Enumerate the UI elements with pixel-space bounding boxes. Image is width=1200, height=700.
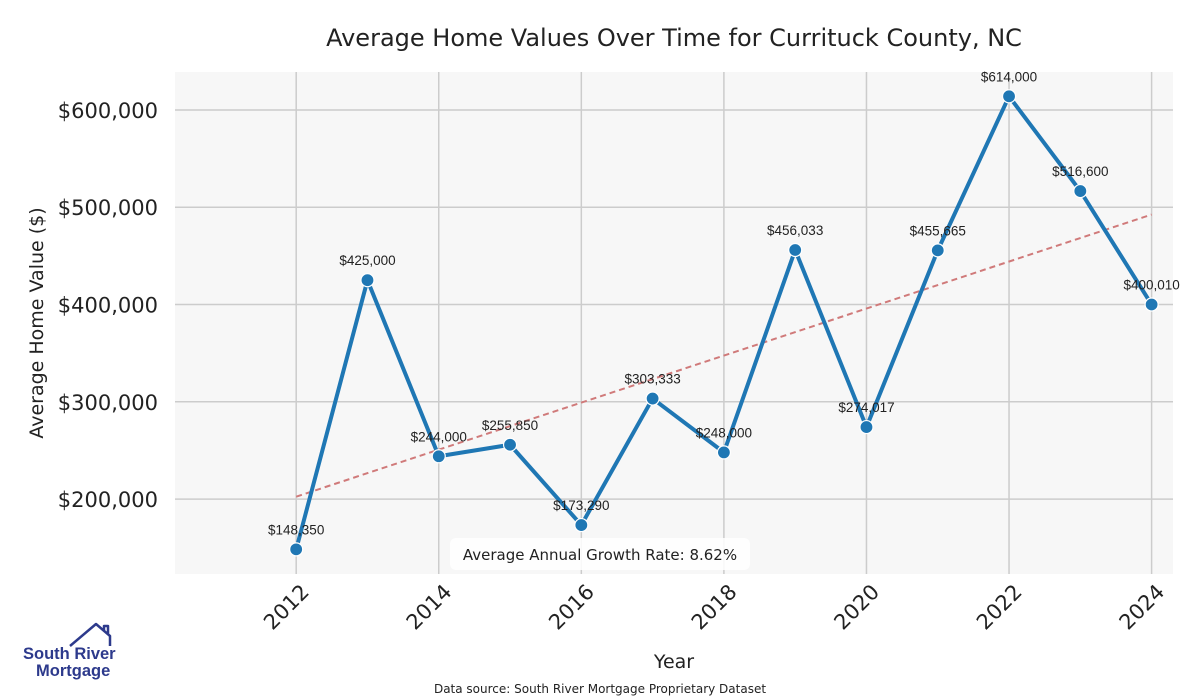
data-point — [1001, 89, 1017, 104]
x-tick-label: 2024 — [1115, 580, 1170, 635]
house-icon — [69, 622, 112, 647]
data-label: $255,850 — [482, 418, 538, 433]
y-axis-label: Average Home Value ($) — [26, 207, 48, 438]
data-point — [360, 273, 375, 288]
data-point — [502, 437, 518, 452]
svg-text:Average Annual Growth Rate: 8.: Average Annual Growth Rate: 8.62% — [463, 546, 737, 564]
logo: South River Mortgage — [23, 622, 116, 680]
data-point — [859, 419, 874, 435]
x-axis-label: Year — [653, 651, 694, 673]
data-label: $173,290 — [553, 498, 609, 513]
data-labels: $148,350 $425,000 $244,000 $255,850 $173,290… — [268, 69, 1180, 537]
data-label: $148,350 — [268, 522, 324, 537]
data-label: $400,010 — [1123, 278, 1179, 293]
x-tick-label: 2016 — [544, 580, 599, 635]
data-point — [1073, 183, 1088, 199]
data-point — [1144, 297, 1159, 312]
y-tick-label: $200,000 — [58, 488, 158, 512]
logo-line-2: Mortgage — [36, 662, 110, 680]
data-point — [645, 391, 660, 406]
logo-line-1: South River — [23, 645, 116, 663]
data-point — [930, 243, 945, 258]
data-point — [574, 517, 589, 533]
data-point — [716, 445, 732, 460]
data-label: $455,665 — [910, 223, 966, 238]
data-point — [788, 242, 803, 258]
data-label: $244,000 — [411, 429, 467, 444]
series — [289, 89, 1159, 557]
x-tick-label: 2018 — [687, 580, 742, 635]
plot-area — [175, 72, 1173, 574]
y-tick-label: $600,000 — [58, 99, 158, 123]
grid — [175, 72, 1173, 574]
growth-annotation: Average Annual Growth Rate: 8.62% — [450, 538, 750, 570]
x-tick-label: 2014 — [402, 580, 457, 635]
y-ticks: $200,000 $300,000 $400,000 $500,000 $600,000 — [58, 99, 158, 512]
x-tick-label: 2022 — [972, 580, 1027, 635]
y-tick-label: $500,000 — [58, 196, 158, 220]
data-label: $274,017 — [838, 400, 894, 415]
data-label: $516,600 — [1052, 164, 1108, 179]
data-source: Data source: South River Mortgage Propri… — [434, 682, 766, 696]
data-label: $456,033 — [767, 223, 823, 238]
y-tick-label: $400,000 — [58, 294, 158, 318]
data-label: $425,000 — [339, 253, 395, 268]
x-tick-label: 2012 — [259, 580, 314, 635]
chart-title: Average Home Values Over Time for Currit… — [326, 24, 1022, 52]
x-ticks: 2012 2014 2016 2018 2020 2022 2024 — [259, 580, 1169, 635]
x-tick-label: 2020 — [829, 580, 884, 635]
y-tick-label: $300,000 — [58, 391, 158, 415]
data-point — [431, 449, 446, 464]
data-label: $614,000 — [981, 69, 1037, 84]
data-label: $248,000 — [696, 425, 752, 440]
data-point — [289, 542, 304, 557]
data-label: $303,333 — [624, 372, 680, 387]
